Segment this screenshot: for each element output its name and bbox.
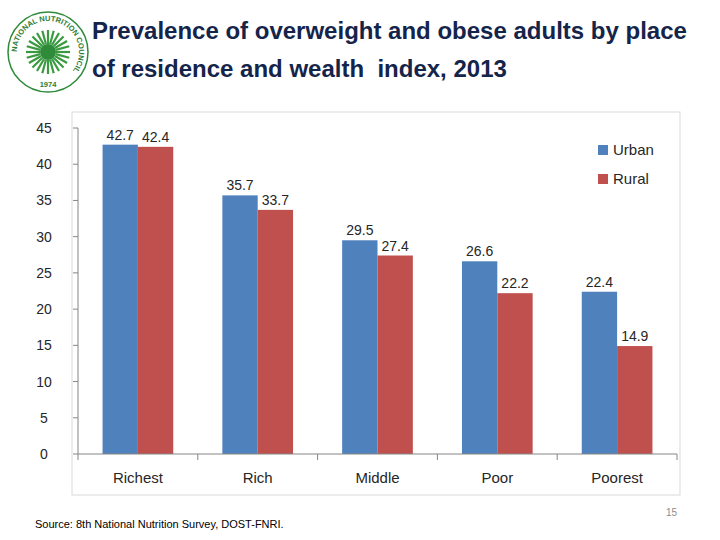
data-label: 35.7 [226, 177, 253, 193]
y-tick [73, 272, 78, 273]
bar [497, 293, 532, 454]
chart-title: Prevalence of overweight and obese adult… [92, 12, 707, 88]
logo-ray [26, 51, 40, 53]
chart: NATIONAL NUTRITION COUNCIL 1974 42.7 35.7 29… [0, 0, 720, 540]
data-labels: 42.7 35.7 29.5 26.6 22.4 42.4 33.7 27.4 22.2 14.9 [107, 127, 649, 344]
legend-swatch [598, 174, 608, 184]
data-label: 22.4 [586, 274, 613, 290]
logo-ray [47, 60, 49, 74]
y-tick-label: 40 [36, 156, 52, 172]
y-tick-label: 30 [36, 229, 52, 245]
x-tick-label: Rich [243, 469, 273, 486]
x-axis [78, 454, 677, 455]
bar [222, 195, 257, 454]
y-tick-label: 5 [40, 410, 48, 426]
data-label: 33.7 [262, 192, 289, 208]
x-tick-label: Poor [481, 469, 513, 486]
x-tick [437, 454, 438, 460]
logo: NATIONAL NUTRITION COUNCIL 1974 [8, 12, 88, 92]
x-tick [78, 454, 79, 460]
y-tick-label: 25 [36, 265, 52, 281]
data-label: 29.5 [346, 222, 373, 238]
bars [103, 145, 653, 454]
legend-label: Urban [613, 141, 654, 158]
y-tick [73, 309, 78, 310]
y-tick-label: 0 [40, 446, 48, 462]
y-tick [73, 236, 78, 237]
x-tick [197, 454, 198, 460]
y-tick [73, 417, 78, 418]
x-tick [317, 454, 318, 460]
logo-year: 1974 [40, 80, 58, 89]
bar [342, 240, 377, 454]
data-label: 42.7 [107, 127, 134, 143]
y-tick [73, 128, 78, 129]
logo-ray [47, 30, 49, 44]
bar [462, 261, 497, 454]
bar [617, 346, 652, 454]
y-tick-label: 45 [36, 120, 52, 136]
y-tick [73, 164, 78, 165]
legend: Urban Rural [598, 141, 654, 187]
data-label: 14.9 [621, 328, 648, 344]
y-tick [73, 200, 78, 201]
bar [103, 145, 138, 454]
y-tick-label: 15 [36, 337, 52, 353]
logo-ray [56, 51, 70, 53]
bar [258, 210, 293, 454]
data-label: 27.4 [382, 238, 409, 254]
legend-swatch [598, 145, 608, 155]
bar [582, 292, 617, 454]
data-label: 22.2 [501, 275, 528, 291]
y-tick-label: 10 [36, 374, 52, 390]
source: Source: 8th National Nutrition Survey, D… [35, 518, 284, 530]
x-tick-label: Richest [113, 469, 164, 486]
y-tick-label: 20 [36, 301, 52, 317]
data-label: 26.6 [466, 243, 493, 259]
chart-frame [72, 112, 680, 495]
logo-ring [8, 12, 88, 92]
y-tick [73, 345, 78, 346]
bar [138, 147, 173, 454]
bar [378, 256, 413, 454]
logo-ray [56, 46, 70, 50]
logo-text: NATIONAL NUTRITION COUNCIL [10, 14, 86, 75]
y-tick [73, 454, 78, 455]
logo-ray [42, 31, 46, 45]
y-tick-label: 35 [36, 192, 52, 208]
legend-label: Rural [613, 170, 649, 187]
y-axis [78, 128, 79, 454]
y-tick [73, 381, 78, 382]
x-tick [557, 454, 558, 460]
data-label: 42.4 [142, 129, 169, 145]
x-tick-label: Middle [355, 469, 399, 486]
logo-ray [50, 60, 54, 74]
x-tick-label: Poorest [591, 469, 644, 486]
slide: Prevalence of overweight and obese adult… [0, 0, 720, 540]
x-tick [677, 454, 678, 460]
logo-ray [27, 54, 41, 58]
page-number: 15 [666, 507, 678, 518]
logo-center [40, 44, 56, 60]
logo-text-path: NATIONAL NUTRITION COUNCIL [10, 14, 86, 75]
